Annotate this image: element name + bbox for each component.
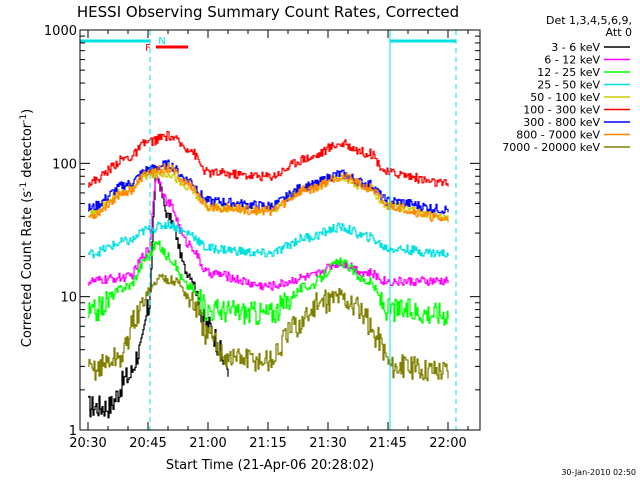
flag-label: F xyxy=(145,43,151,54)
x-tick-label: 20:45 xyxy=(129,436,166,451)
series-line-2 xyxy=(88,173,449,291)
legend-entry-label: 100 - 300 keV xyxy=(523,104,600,117)
y-axis-label-exp1: -1 xyxy=(19,182,29,191)
x-tick-label: 21:00 xyxy=(189,436,226,451)
footer-timestamp: 30-Jan-2010 02:50 xyxy=(561,468,636,477)
series-line-9 xyxy=(88,273,449,382)
series-line-3 xyxy=(88,240,449,326)
legend-entry-label: 800 - 7000 keV xyxy=(516,129,600,142)
legend-entry-label: 25 - 50 keV xyxy=(537,79,600,92)
legend-entry-label: 12 - 25 keV xyxy=(537,66,600,79)
y-axis-label-prefix: Corrected Count Rate (s xyxy=(20,191,35,348)
series-line-7 xyxy=(88,159,449,215)
x-tick-label: 20:30 xyxy=(69,436,106,451)
x-axis-label: Start Time (21-Apr-06 20:28:02) xyxy=(166,458,374,473)
y-tick-label: 100 xyxy=(52,157,77,172)
y-axis-label-suffix: ) xyxy=(20,109,35,114)
y-tick-label: 1000 xyxy=(44,24,77,39)
x-tick-label: 21:45 xyxy=(369,436,406,451)
y-axis-label: Corrected Count Rate (s-1 detector-1) xyxy=(19,109,35,347)
x-tick-label: 22:00 xyxy=(429,436,466,451)
series-line-4 xyxy=(88,219,449,259)
legend-header-line1: Det 1,3,4,5,6,9, xyxy=(546,14,632,27)
y-tick-label: 1 xyxy=(69,424,77,439)
legend-entry-label: 50 - 100 keV xyxy=(530,91,600,104)
chart-title: HESSI Observing Summary Count Rates, Cor… xyxy=(77,3,459,21)
legend-entry-label: 6 - 12 keV xyxy=(544,54,600,67)
x-tick-label: 21:15 xyxy=(249,436,286,451)
series-line-8 xyxy=(88,162,449,223)
y-axis-label-mid: detector xyxy=(20,122,35,182)
legend-entry-label: 3 - 6 keV xyxy=(551,41,600,54)
legend-entry-label: 300 - 800 keV xyxy=(523,116,600,129)
y-tick-label: 10 xyxy=(60,291,77,306)
legend-header-line2: Att 0 xyxy=(606,26,632,39)
plot-frame xyxy=(79,29,481,431)
series-line-6 xyxy=(88,131,449,188)
y-axis-label-exp2: -1 xyxy=(19,114,29,123)
x-tick-label: 21:30 xyxy=(309,436,346,451)
flag-label: N xyxy=(158,36,165,47)
legend-entry-label: 7000 - 20000 keV xyxy=(502,141,600,154)
